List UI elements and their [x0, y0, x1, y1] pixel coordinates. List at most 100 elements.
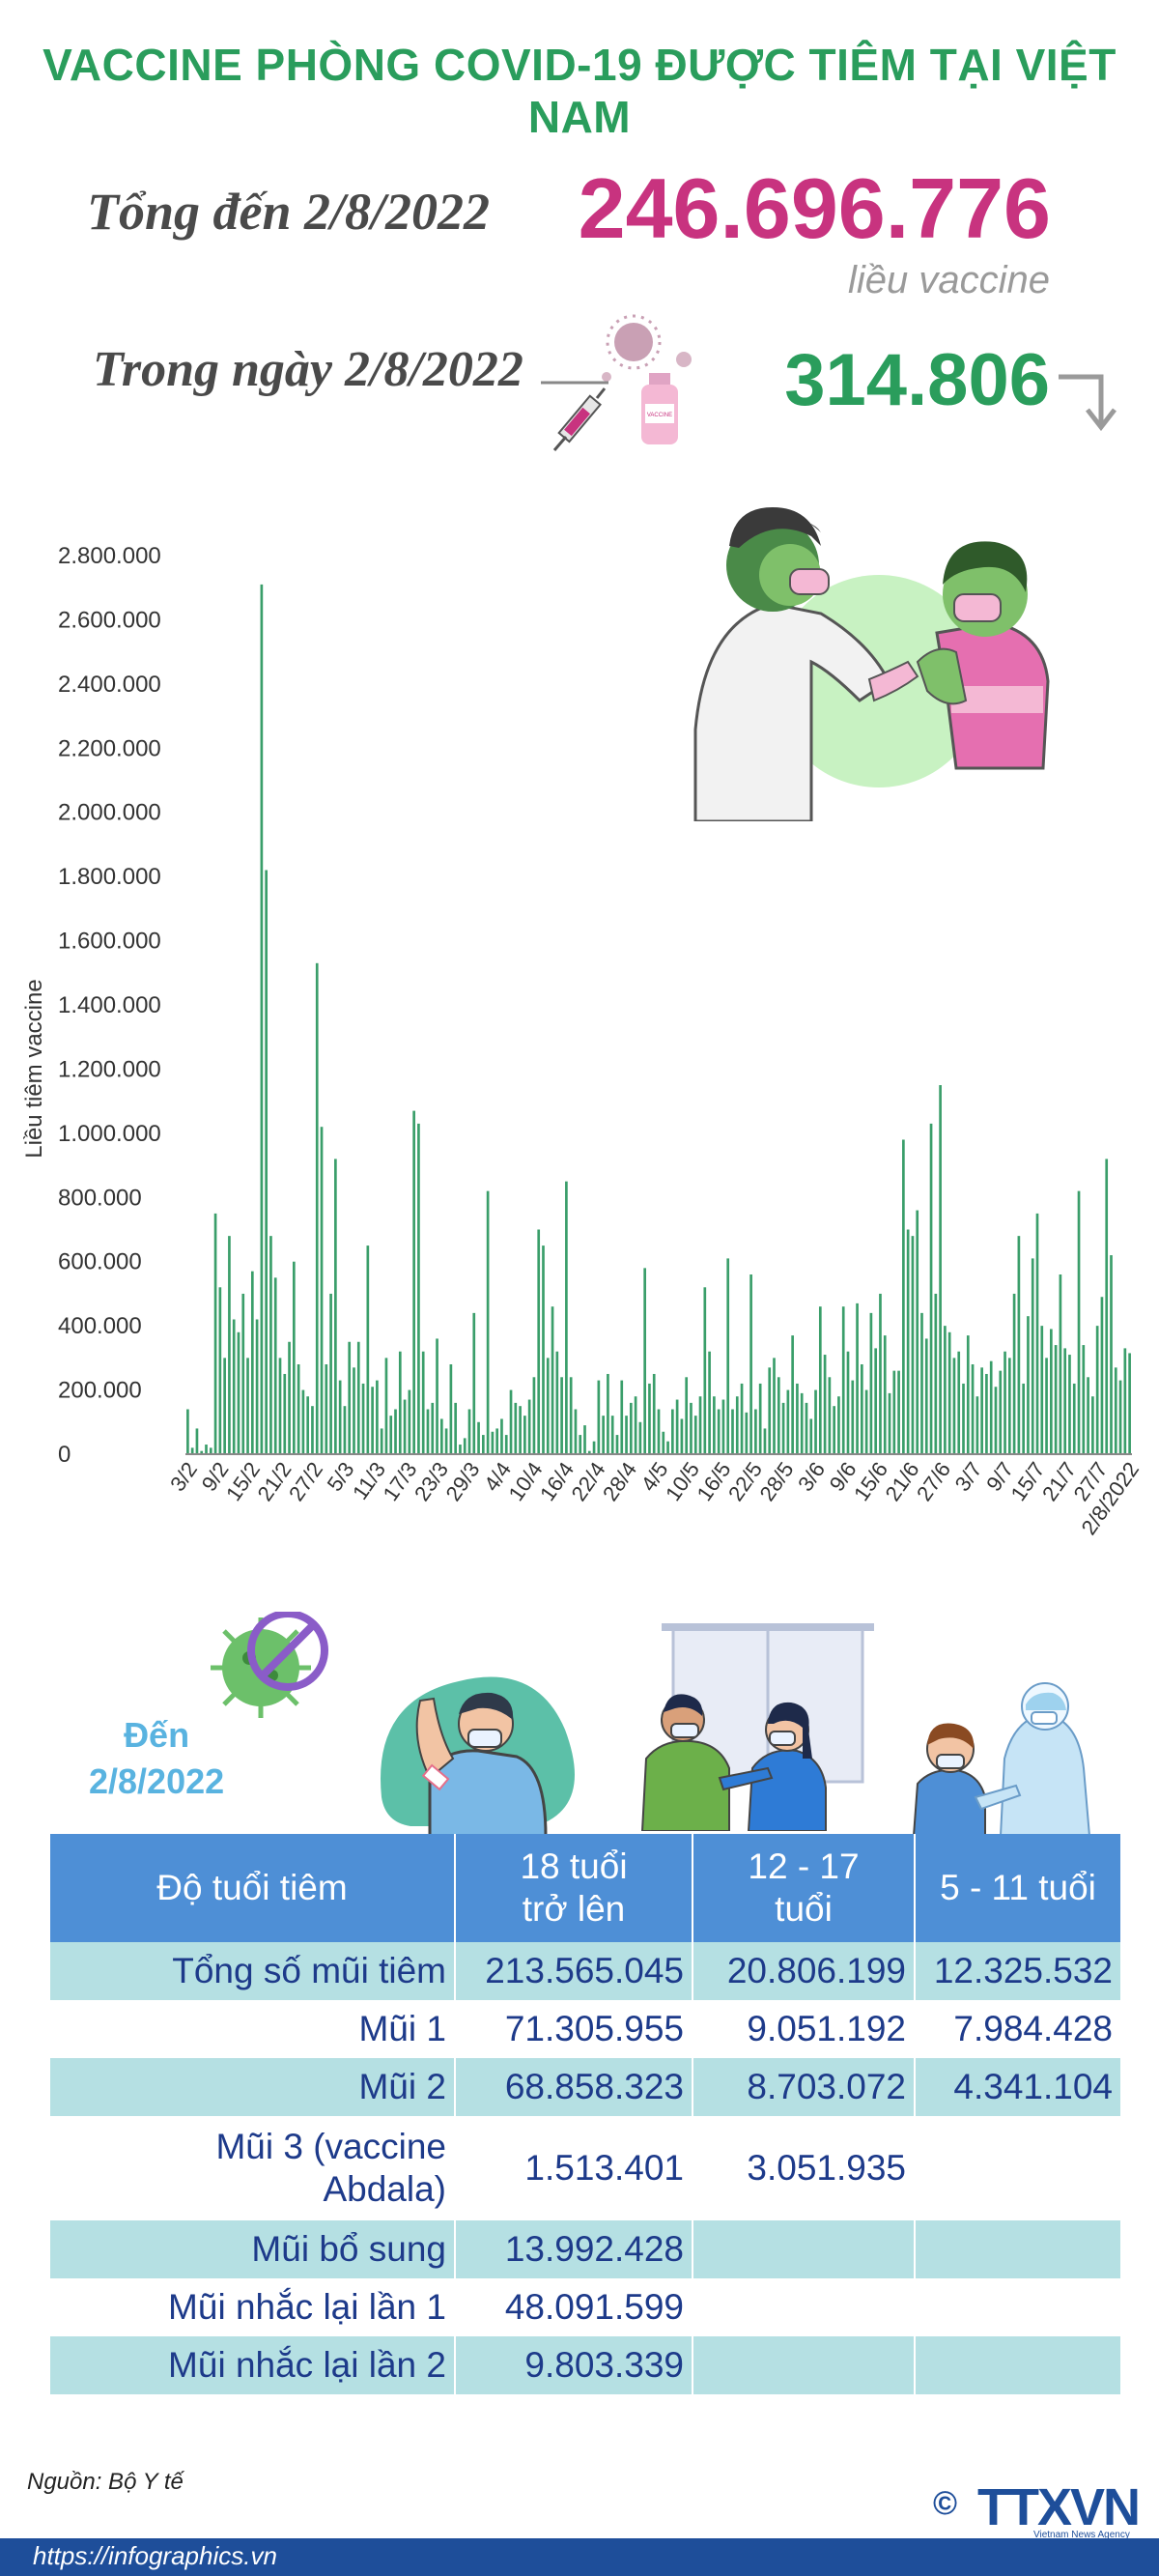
bar — [607, 1373, 609, 1454]
x-tick-label: 15/2 — [221, 1458, 265, 1505]
bar — [934, 1293, 938, 1454]
bar — [638, 1421, 642, 1454]
bar — [666, 1441, 669, 1454]
bar — [560, 1377, 563, 1454]
total-unit: liều vaccine — [847, 259, 1050, 301]
bar — [1022, 1383, 1025, 1454]
cell-teen — [693, 2278, 916, 2336]
bar — [315, 962, 319, 1454]
bar — [906, 1229, 910, 1454]
bar — [583, 1425, 586, 1454]
bar — [1110, 1255, 1113, 1454]
bar — [228, 1236, 231, 1454]
bar — [773, 1358, 776, 1454]
bar — [491, 1431, 495, 1454]
y-tick-label: 1.000.000 — [58, 1121, 161, 1147]
bar — [629, 1402, 633, 1454]
header-age-group: Độ tuổi tiêm — [50, 1834, 456, 1942]
bar — [565, 1181, 568, 1454]
x-tick-label: 22/4 — [567, 1458, 610, 1505]
bar — [514, 1402, 518, 1454]
bar — [662, 1431, 665, 1454]
x-tick-label: 15/6 — [849, 1458, 892, 1505]
bar — [735, 1396, 739, 1454]
bar — [597, 1380, 601, 1454]
row-label: Mũi 1 — [50, 2000, 456, 2058]
bar — [218, 1287, 222, 1454]
bar — [814, 1389, 817, 1454]
bar — [546, 1358, 550, 1454]
bar — [1128, 1353, 1131, 1454]
bar — [343, 1406, 347, 1454]
bar — [190, 1447, 194, 1454]
y-tick-label: 400.000 — [58, 1313, 142, 1339]
adult-illustration — [381, 1676, 575, 1836]
table-row: Tổng số mũi tiêm 213.565.045 20.806.199 … — [50, 1942, 1120, 2000]
bar — [459, 1445, 462, 1454]
y-tick-label: 1.200.000 — [58, 1056, 161, 1082]
bar — [680, 1418, 684, 1454]
bar — [241, 1293, 245, 1454]
bar — [818, 1306, 822, 1454]
bar — [856, 1302, 859, 1454]
bar — [1118, 1380, 1122, 1454]
y-axis-label: Liều tiêm vaccine — [21, 979, 47, 1158]
bar — [652, 1373, 656, 1454]
table-header-row: Độ tuổi tiêm 18 tuổi trở lên 12 - 17 tuổ… — [50, 1834, 1120, 1942]
y-tick-label: 200.000 — [58, 1378, 142, 1404]
bar — [902, 1139, 905, 1454]
cell-child — [915, 2220, 1120, 2278]
bar — [380, 1428, 383, 1454]
bar — [431, 1402, 435, 1454]
y-tick-label: 1.600.000 — [58, 929, 161, 955]
teen-illustration — [640, 1623, 874, 1831]
bar — [957, 1351, 961, 1454]
bar — [864, 1389, 868, 1454]
bar — [205, 1445, 208, 1454]
bar — [408, 1389, 411, 1454]
bar — [1123, 1348, 1127, 1454]
bar — [690, 1402, 693, 1454]
arrow-down-right-icon — [1059, 374, 1117, 432]
x-tick-label: 3/7 — [950, 1458, 987, 1496]
brand-subtitle: Vietnam News Agency — [1033, 2530, 1130, 2540]
bars — [186, 584, 1131, 1454]
bar — [477, 1421, 480, 1454]
bar — [1004, 1351, 1006, 1454]
vaccine-vial-icon: VACCINE — [641, 373, 678, 444]
bar — [273, 1277, 277, 1454]
cell-child: 12.325.532 — [915, 1942, 1120, 2000]
bar — [726, 1258, 730, 1454]
bar — [634, 1396, 637, 1454]
bar — [467, 1409, 471, 1454]
age-table: Độ tuổi tiêm 18 tuổi trở lên 12 - 17 tuổ… — [50, 1834, 1120, 2394]
bar — [833, 1406, 835, 1454]
x-tick-label: 11/3 — [348, 1458, 390, 1504]
cell-child — [915, 2278, 1120, 2336]
bar — [195, 1428, 199, 1454]
bar — [186, 1409, 189, 1454]
bar — [482, 1435, 485, 1454]
x-tick-label: 17/3 — [379, 1458, 422, 1505]
bar — [1095, 1326, 1099, 1454]
bar — [971, 1364, 975, 1454]
cell-adult: 68.858.323 — [455, 2058, 693, 2116]
cell-teen: 9.051.192 — [693, 2000, 916, 2058]
x-tick-label: 3/6 — [793, 1458, 830, 1496]
site-url[interactable]: https://infographics.vn — [33, 2541, 277, 2570]
y-tick-label: 0 — [58, 1442, 71, 1468]
y-tick-label: 1.800.000 — [58, 864, 161, 890]
bar — [389, 1416, 393, 1454]
bar — [754, 1409, 757, 1454]
bar — [874, 1348, 878, 1454]
bar — [509, 1389, 513, 1454]
bar — [412, 1110, 415, 1454]
bar — [685, 1377, 689, 1454]
bar — [888, 1392, 891, 1454]
bar — [421, 1351, 425, 1454]
bar — [454, 1402, 457, 1454]
bar — [325, 1364, 328, 1454]
bar — [610, 1416, 614, 1454]
bar — [975, 1396, 979, 1454]
bar — [356, 1341, 360, 1454]
